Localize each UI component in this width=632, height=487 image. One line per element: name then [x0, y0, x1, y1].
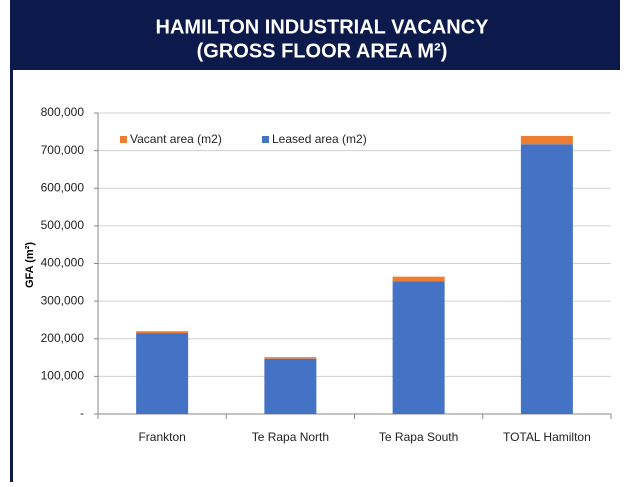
y-tick-label: 200,000 [41, 331, 85, 345]
x-tick-label: TOTAL Hamilton [503, 430, 591, 444]
y-tick-label: - [80, 406, 84, 420]
y-tick-label: 800,000 [41, 105, 85, 119]
left-border [10, 0, 13, 482]
header-band [12, 0, 620, 70]
y-axis-label: GFA (m²) [24, 242, 36, 288]
legend-label: Leased area (m2) [272, 132, 367, 146]
y-tick-label: 100,000 [41, 369, 85, 383]
y-tick-label: 600,000 [41, 180, 85, 194]
bar-segment [520, 135, 573, 145]
chart-title: HAMILTON INDUSTRIAL VACANCY [156, 16, 490, 38]
x-tick-label: Frankton [138, 430, 185, 444]
bar-segment [392, 276, 445, 282]
bar-segment [392, 281, 445, 414]
y-tick-label: 300,000 [41, 293, 85, 307]
y-tick-label: 700,000 [41, 143, 85, 157]
x-tick-label: Te Rapa South [379, 430, 458, 444]
x-tick-label: Te Rapa North [252, 430, 329, 444]
bar-segment [136, 333, 189, 414]
legend-swatch [120, 136, 127, 143]
bar-segment [264, 357, 317, 359]
bar-segment [264, 358, 317, 414]
legend-label: Vacant area (m2) [130, 132, 222, 146]
y-tick-label: 500,000 [41, 218, 85, 232]
bar-segment [136, 331, 189, 334]
bar-segment [520, 144, 573, 414]
chart-subtitle: (GROSS FLOOR AREA M²) [197, 40, 448, 62]
y-tick-label: 400,000 [41, 256, 85, 270]
legend-swatch [262, 136, 269, 143]
